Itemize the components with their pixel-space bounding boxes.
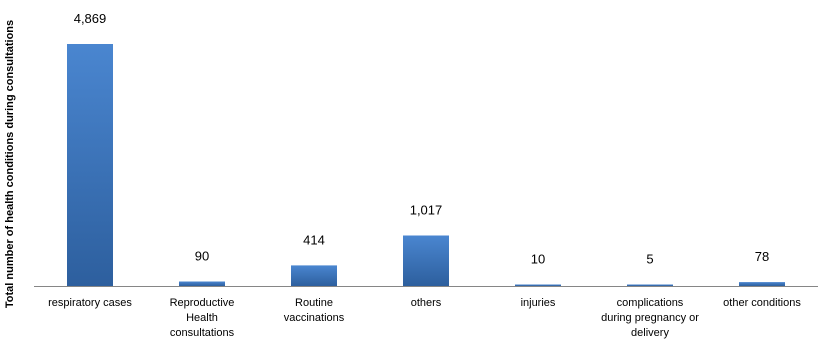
- bar: [67, 44, 113, 286]
- x-tick-label-line: respiratory cases: [48, 297, 132, 309]
- x-tick-label: injuries: [521, 297, 556, 309]
- data-label: 10: [531, 252, 545, 267]
- bar: [291, 265, 337, 286]
- x-tick-label: complications during pregnancy or delivery: [601, 297, 699, 339]
- bars-group: [67, 44, 785, 286]
- data-label: 4,869: [74, 11, 107, 26]
- x-tick-label-line: other conditions: [723, 297, 801, 309]
- data-labels-group: 4,869 90 414 1,017 10 5 78: [74, 11, 770, 267]
- bar: [403, 235, 449, 286]
- bar: [739, 282, 785, 286]
- x-tick-label-line: during pregnancy or: [601, 312, 699, 324]
- x-tick-label: others: [411, 297, 442, 309]
- x-tick-label-line: injuries: [521, 297, 556, 309]
- x-tick-label-line: others: [411, 297, 442, 309]
- y-axis-label: Total number of health conditions during…: [4, 20, 16, 308]
- x-tick-label-line: complications: [617, 297, 684, 309]
- x-tick-label: Reproductive Health consultations: [170, 297, 235, 339]
- x-tick-label-line: consultations: [170, 327, 235, 339]
- data-label: 5: [646, 252, 653, 267]
- data-label: 1,017: [410, 203, 443, 218]
- x-tick-label: respiratory cases: [48, 297, 132, 309]
- x-tick-label-line: vaccinations: [284, 312, 345, 324]
- bar: [627, 284, 673, 286]
- x-tick-label-line: Routine: [295, 297, 333, 309]
- data-label: 78: [755, 249, 769, 264]
- data-label: 90: [195, 249, 209, 264]
- tick-labels-group: respiratory cases Reproductive Health consu…: [48, 297, 801, 339]
- x-tick-label-line: Reproductive: [170, 297, 235, 309]
- x-tick-label: Routine vaccinations: [284, 297, 345, 324]
- bar: [515, 284, 561, 286]
- data-label: 414: [303, 232, 325, 247]
- x-tick-label: other conditions: [723, 297, 801, 309]
- x-tick-label-line: delivery: [631, 327, 669, 339]
- bar: [179, 281, 225, 286]
- x-tick-label-line: Health: [186, 312, 218, 324]
